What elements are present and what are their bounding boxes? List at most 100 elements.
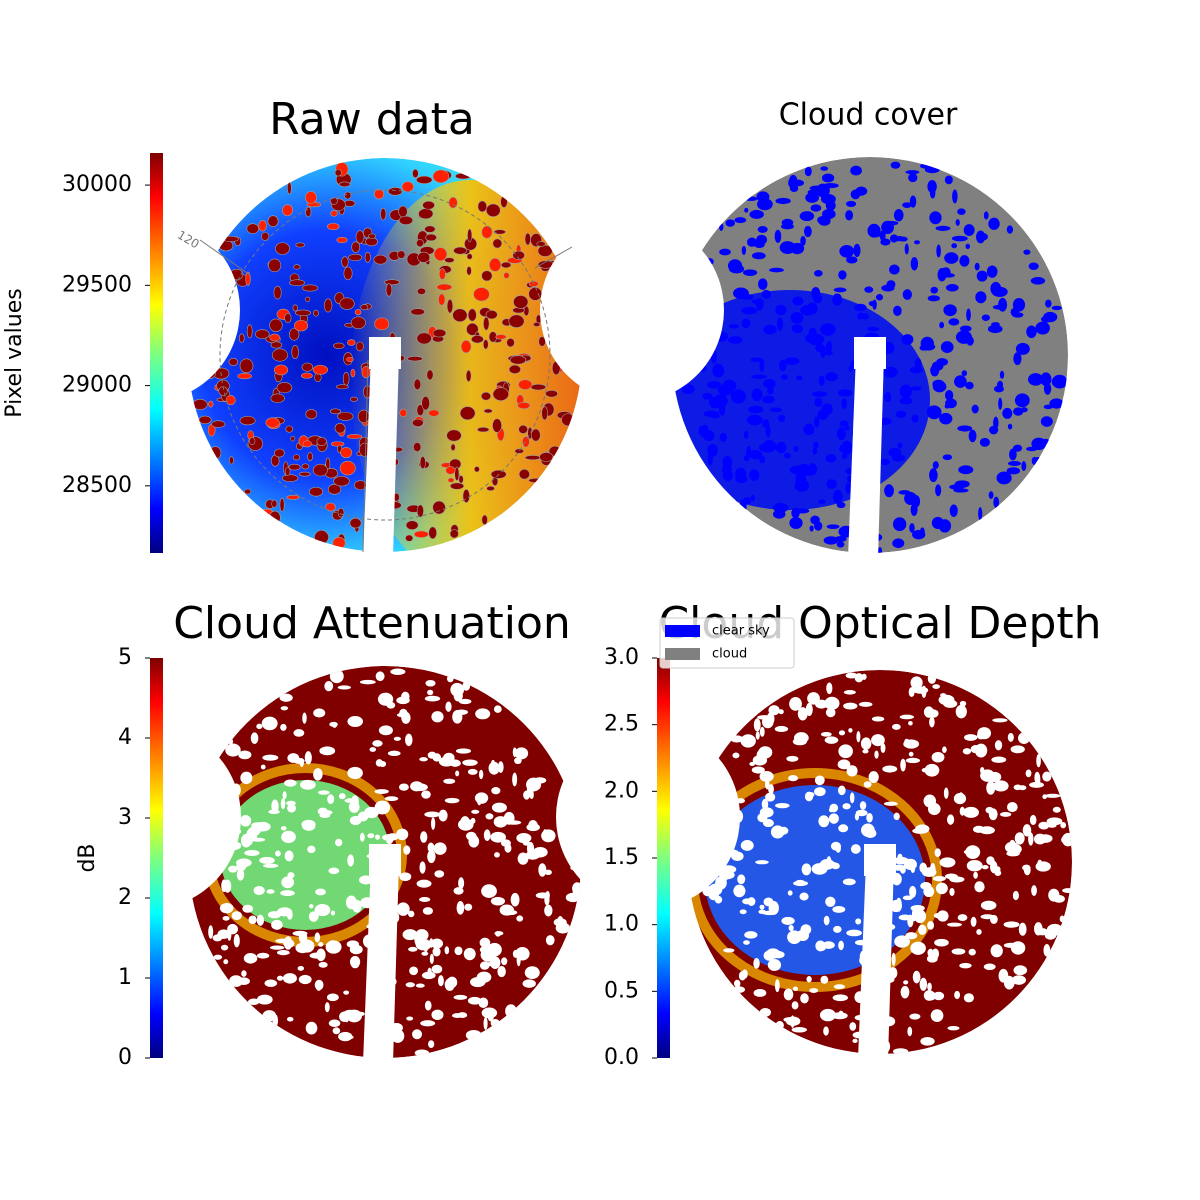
image-texture [894, 935, 911, 948]
image-texture [751, 374, 767, 379]
image-texture [305, 206, 312, 218]
image-texture [424, 1000, 432, 1011]
image-texture [732, 752, 740, 759]
image-texture [939, 321, 945, 329]
image-texture [850, 844, 861, 854]
image-texture [329, 669, 344, 684]
image-texture [935, 882, 948, 895]
image-texture [944, 389, 954, 401]
image-texture [800, 924, 812, 935]
image-texture [467, 228, 473, 243]
image-texture [367, 833, 375, 839]
image-texture [753, 988, 767, 997]
image-texture [946, 814, 955, 825]
image-texture [1022, 824, 1032, 837]
image-texture [492, 418, 502, 433]
image-texture [299, 471, 311, 477]
image-texture [336, 236, 348, 244]
image-texture [239, 358, 254, 374]
image-texture [892, 517, 907, 532]
image-texture [902, 202, 912, 209]
image-texture [775, 803, 790, 809]
image-texture [983, 211, 989, 220]
image-texture [712, 363, 725, 378]
image-texture [305, 296, 311, 302]
image-texture [780, 374, 788, 380]
image-texture [432, 328, 447, 338]
image-texture [934, 848, 941, 858]
image-texture [936, 244, 941, 258]
image-texture [1036, 753, 1041, 768]
image-texture [924, 763, 940, 777]
image-texture [826, 682, 833, 695]
image-texture [818, 499, 826, 504]
colorbar-tick-label: 2.5 [604, 712, 639, 737]
image-texture [1023, 249, 1031, 255]
image-texture [276, 975, 284, 981]
image-texture [775, 441, 787, 454]
image-texture [338, 793, 346, 800]
image-texture [731, 851, 744, 861]
image-mast-top [369, 337, 401, 369]
image-notch [57, 725, 241, 909]
image-texture [730, 735, 744, 743]
image-texture [293, 264, 301, 270]
image-mast [363, 355, 399, 557]
image-texture [489, 956, 501, 969]
image-texture [810, 333, 825, 346]
image-texture [402, 929, 418, 941]
image-texture [932, 684, 941, 689]
image-texture [799, 892, 809, 901]
image-texture [545, 890, 550, 900]
image-texture [456, 900, 465, 915]
image-texture [294, 309, 311, 317]
image-texture [837, 759, 851, 770]
image-texture [419, 757, 428, 762]
image-texture [965, 243, 971, 250]
image-texture [483, 829, 491, 841]
image-texture [824, 696, 840, 710]
image-texture [820, 166, 829, 171]
image-texture [959, 255, 970, 267]
image-texture [783, 988, 794, 1001]
image-texture [822, 941, 835, 949]
image-texture [838, 730, 846, 736]
image-texture [748, 405, 764, 414]
image-texture [954, 990, 961, 1000]
image-texture [823, 915, 830, 926]
image-texture [1027, 373, 1044, 386]
image-texture [800, 235, 806, 246]
image-texture [504, 843, 512, 853]
image-texture [429, 953, 434, 965]
image-texture [719, 248, 731, 256]
image-texture [910, 862, 916, 874]
image-texture [741, 306, 758, 315]
image-texture [530, 383, 547, 391]
image-texture [839, 244, 855, 258]
image-texture [293, 319, 309, 332]
image-texture [913, 240, 920, 245]
image-texture [334, 169, 342, 177]
image-texture [919, 163, 932, 169]
image-texture [438, 293, 446, 306]
image-texture [264, 979, 278, 987]
image-texture [845, 200, 857, 207]
image-texture [475, 708, 491, 720]
image-texture [354, 309, 362, 316]
image-texture [990, 914, 998, 924]
image-texture [1062, 888, 1072, 893]
image-texture [725, 219, 736, 227]
image-texture [822, 209, 836, 220]
image-texture [469, 977, 486, 988]
image-texture [789, 465, 805, 475]
image-texture [828, 813, 839, 824]
image-texture [750, 494, 755, 502]
image-texture [957, 208, 966, 215]
image-texture [852, 1038, 858, 1043]
image-texture [454, 946, 463, 956]
image-texture [825, 896, 836, 907]
image-texture [359, 875, 373, 885]
image-texture [1015, 342, 1030, 355]
image-texture [374, 188, 385, 200]
image-texture [287, 181, 292, 195]
